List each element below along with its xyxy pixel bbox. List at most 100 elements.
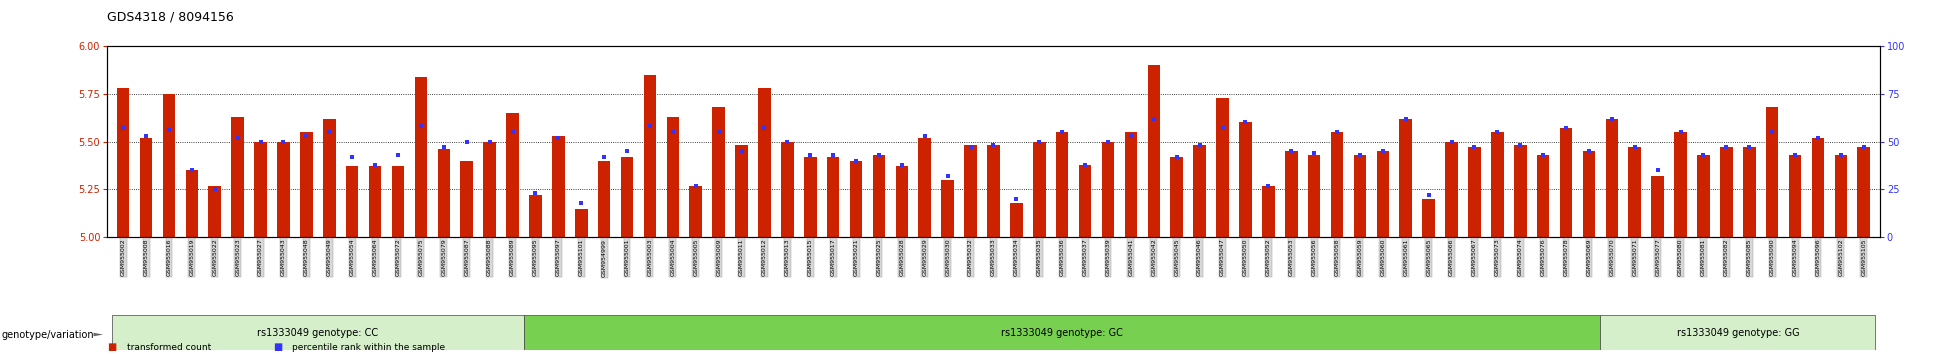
Bar xyxy=(524,315,1601,350)
Text: percentile rank within the sample: percentile rank within the sample xyxy=(292,343,446,352)
Bar xyxy=(323,119,335,237)
Text: genotype/variation: genotype/variation xyxy=(2,330,95,339)
Text: transformed count: transformed count xyxy=(127,343,210,352)
Text: GSM955001: GSM955001 xyxy=(625,239,629,276)
Bar xyxy=(1858,147,1870,237)
Bar xyxy=(1767,107,1779,237)
Bar xyxy=(1103,142,1114,237)
Text: GSM955059: GSM955059 xyxy=(1358,239,1362,276)
Bar xyxy=(1079,165,1091,237)
Text: GSM955090: GSM955090 xyxy=(1769,239,1775,276)
Bar xyxy=(781,142,793,237)
Bar xyxy=(1812,138,1823,237)
Bar xyxy=(277,142,290,237)
Bar xyxy=(483,142,497,237)
Bar xyxy=(1239,122,1253,237)
Bar xyxy=(506,113,518,237)
Bar xyxy=(1673,132,1687,237)
Bar xyxy=(1147,65,1161,237)
Text: GSM955042: GSM955042 xyxy=(1151,239,1157,276)
Bar xyxy=(826,157,840,237)
Text: GSM955033: GSM955033 xyxy=(992,239,995,276)
Bar xyxy=(1629,147,1640,237)
Bar xyxy=(1601,315,1876,350)
Text: GSM955025: GSM955025 xyxy=(877,239,880,276)
Text: GSM955019: GSM955019 xyxy=(189,239,195,276)
Bar xyxy=(1743,147,1755,237)
Text: GSM955069: GSM955069 xyxy=(1586,239,1592,276)
Text: GSM955061: GSM955061 xyxy=(1403,239,1408,276)
Text: GSM955094: GSM955094 xyxy=(1792,239,1798,276)
Text: GSM955052: GSM955052 xyxy=(1266,239,1270,276)
Text: GSM955022: GSM955022 xyxy=(212,239,218,276)
Bar xyxy=(734,145,748,237)
Bar xyxy=(1445,142,1457,237)
Text: GSM955012: GSM955012 xyxy=(762,239,768,276)
Text: GSM955087: GSM955087 xyxy=(464,239,469,276)
Text: GSM955102: GSM955102 xyxy=(1839,239,1843,276)
Bar xyxy=(255,142,267,237)
Bar xyxy=(941,180,955,237)
Bar xyxy=(1560,128,1572,237)
Text: GSM955067: GSM955067 xyxy=(1473,239,1477,276)
Text: GDS4318 / 8094156: GDS4318 / 8094156 xyxy=(107,11,234,24)
Bar xyxy=(1582,151,1595,237)
Bar xyxy=(1537,155,1549,237)
Text: GSM955096: GSM955096 xyxy=(1816,239,1821,276)
Bar xyxy=(185,170,199,237)
Bar xyxy=(140,138,152,237)
Text: GSM955072: GSM955072 xyxy=(395,239,401,276)
Bar xyxy=(300,132,314,237)
Bar xyxy=(208,185,220,237)
Text: GSM955045: GSM955045 xyxy=(1175,239,1179,276)
Bar xyxy=(1399,119,1412,237)
Text: GSM955043: GSM955043 xyxy=(281,239,286,276)
Bar xyxy=(1490,132,1504,237)
Bar xyxy=(1835,155,1847,237)
Bar xyxy=(1377,151,1389,237)
Bar xyxy=(1514,145,1527,237)
Bar xyxy=(849,161,863,237)
Text: GSM955011: GSM955011 xyxy=(738,239,744,276)
Bar xyxy=(713,107,725,237)
Text: GSM955016: GSM955016 xyxy=(166,239,171,276)
Bar xyxy=(621,157,633,237)
Bar xyxy=(1605,119,1619,237)
Text: GSM955036: GSM955036 xyxy=(1060,239,1066,276)
Bar xyxy=(1652,176,1664,237)
Bar xyxy=(873,155,884,237)
Polygon shape xyxy=(94,333,103,336)
Bar xyxy=(392,166,405,237)
Text: GSM955023: GSM955023 xyxy=(236,239,240,276)
Text: GSM955060: GSM955060 xyxy=(1381,239,1385,276)
Bar xyxy=(1697,155,1710,237)
Bar xyxy=(347,166,358,237)
Bar xyxy=(575,209,588,237)
Text: rs1333049 genotype: GG: rs1333049 genotype: GG xyxy=(1677,328,1800,338)
Text: GSM955032: GSM955032 xyxy=(968,239,974,276)
Bar xyxy=(460,161,473,237)
Text: GSM955046: GSM955046 xyxy=(1198,239,1202,276)
Bar xyxy=(988,145,999,237)
Bar xyxy=(758,88,771,237)
Text: GSM955037: GSM955037 xyxy=(1083,239,1087,276)
Bar xyxy=(1011,203,1023,237)
Text: GSM955088: GSM955088 xyxy=(487,239,493,276)
Bar xyxy=(1788,155,1802,237)
Bar xyxy=(1124,132,1138,237)
Text: GSM955028: GSM955028 xyxy=(900,239,904,276)
Bar xyxy=(598,161,610,237)
Text: GSM955048: GSM955048 xyxy=(304,239,310,276)
Bar xyxy=(1307,155,1321,237)
Bar xyxy=(1056,132,1069,237)
Text: GSM955056: GSM955056 xyxy=(1311,239,1317,276)
Bar xyxy=(1171,157,1182,237)
Text: GSM955105: GSM955105 xyxy=(1860,239,1866,276)
Text: GSM955082: GSM955082 xyxy=(1724,239,1730,276)
Bar xyxy=(805,157,816,237)
Text: GSM955095: GSM955095 xyxy=(534,239,538,276)
Bar xyxy=(1354,155,1366,237)
Text: ■: ■ xyxy=(107,342,117,352)
Text: GSM955047: GSM955047 xyxy=(1219,239,1225,276)
Text: GSM955035: GSM955035 xyxy=(1036,239,1042,276)
